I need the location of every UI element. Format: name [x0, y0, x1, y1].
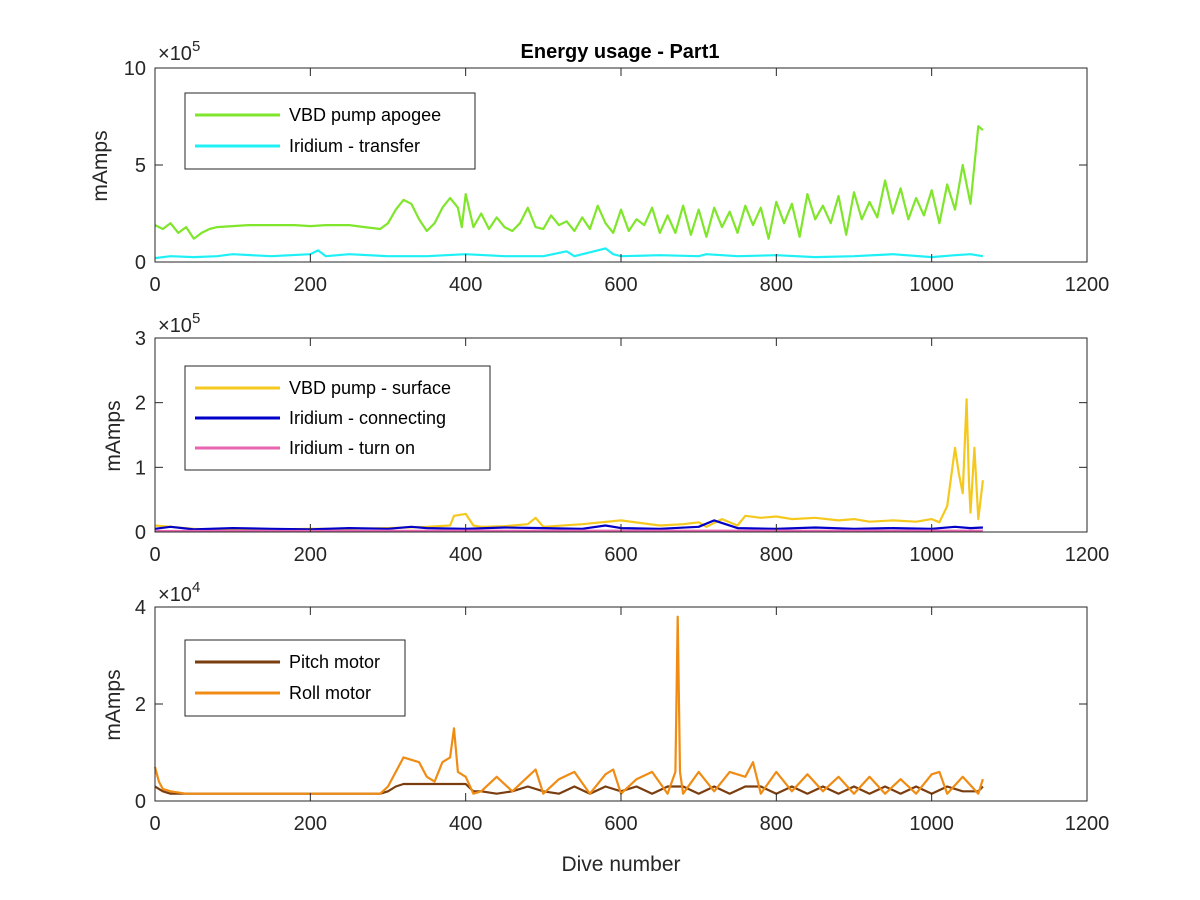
x-tick-label: 1200	[1065, 544, 1110, 566]
x-tick-label: 1000	[909, 274, 954, 296]
axis-ticks-1: 0 200 400 600 800 1000 1200 0 5 10	[124, 58, 1110, 296]
series-line-1	[154, 398, 984, 532]
x-tick-label: 800	[760, 274, 793, 296]
y-axis-label-3: mAmps	[102, 669, 125, 740]
y-multiplier-base: 10	[170, 584, 192, 606]
y-multiplier-base: 10	[170, 315, 192, 337]
legend-label: Iridium - transfer	[289, 136, 420, 156]
y-tick-label: 2	[135, 694, 146, 716]
x-tick-label: 600	[604, 813, 637, 835]
x-tick-label: 1200	[1065, 274, 1110, 296]
x-tick-label: 600	[604, 544, 637, 566]
x-tick-label: 400	[449, 274, 482, 296]
y-multiplier-3: ×104	[158, 579, 200, 606]
x-tick-label: 800	[760, 544, 793, 566]
legend-3: Pitch motor Roll motor	[184, 639, 406, 717]
y-axis-label-1: mAmps	[89, 130, 112, 201]
legend-box	[184, 639, 406, 717]
legend-box	[184, 92, 476, 170]
series-line-1	[154, 125, 984, 240]
x-tick-label: 1000	[909, 544, 954, 566]
y-tick-label: 0	[135, 252, 146, 274]
subplot-1: Energy usage - Part1 ×105 mAmps 0 200 400 6…	[89, 38, 1109, 296]
y-tick-label: 1	[135, 457, 146, 479]
axes-frame-1	[154, 67, 1088, 263]
series-line-2	[154, 247, 984, 260]
legend-label: Roll motor	[289, 683, 371, 703]
x-tick-label: 400	[449, 544, 482, 566]
x-tick-label: 400	[449, 813, 482, 835]
x-tick-label: 200	[294, 544, 327, 566]
axes-frame-3	[154, 606, 1088, 802]
axis-ticks-3: 0 200 400 600 800 1000 1200 0 2 4	[135, 597, 1109, 835]
subplot-3: ×104 mAmps 0 200 400 600 800 1000 1200 0 2 4 Pitc…	[102, 579, 1109, 876]
chart-title: Energy usage - Part1	[521, 41, 720, 63]
legend-2: VBD pump - surface Iridium - connecting Ir…	[184, 365, 491, 471]
y-multiplier-base: 10	[170, 43, 192, 65]
y-tick-label: 0	[135, 522, 146, 544]
series-line-2	[153, 615, 984, 795]
legend-label: Iridium - turn on	[289, 438, 415, 458]
axes-frame-2	[154, 337, 1088, 533]
legend-label: VBD pump - surface	[289, 378, 451, 398]
y-tick-label: 5	[135, 155, 146, 177]
x-tick-label: 0	[149, 274, 160, 296]
legend-1: VBD pump apogee Iridium - transfer	[184, 92, 476, 170]
series-lines-3	[153, 615, 984, 795]
y-tick-label: 3	[135, 328, 146, 350]
legend-label: Iridium - connecting	[289, 408, 446, 428]
y-tick-label: 4	[135, 597, 146, 619]
x-tick-label: 0	[149, 544, 160, 566]
x-tick-label: 0	[149, 813, 160, 835]
x-tick-label: 200	[294, 274, 327, 296]
series-line-2	[154, 519, 983, 531]
x-tick-label: 800	[760, 813, 793, 835]
y-axis-label-2: mAmps	[102, 400, 125, 471]
legend-label: Pitch motor	[289, 652, 380, 672]
y-multiplier-exp: 4	[192, 579, 200, 596]
y-multiplier-exp: 5	[192, 310, 200, 327]
y-tick-label: 0	[135, 791, 146, 813]
y-multiplier-exp: 5	[192, 38, 200, 55]
x-tick-label: 1200	[1065, 813, 1110, 835]
series-lines-1	[154, 125, 984, 260]
axis-ticks-2: 0 200 400 600 800 1000 1200 0 1 2 3	[135, 328, 1109, 566]
x-axis-label: Dive number	[561, 853, 680, 876]
legend-label: VBD pump apogee	[289, 105, 441, 125]
x-tick-label: 1000	[909, 813, 954, 835]
x-tick-label: 200	[294, 813, 327, 835]
x-tick-label: 600	[604, 274, 637, 296]
y-tick-label: 2	[135, 393, 146, 415]
y-tick-label: 10	[124, 58, 146, 80]
